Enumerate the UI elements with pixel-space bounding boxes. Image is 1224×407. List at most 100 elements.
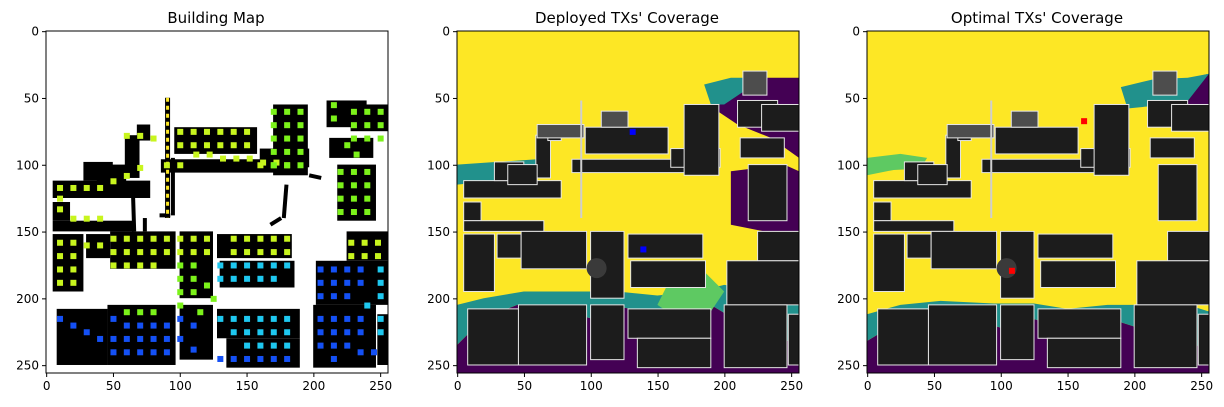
marker-point	[217, 315, 224, 322]
marker-point	[57, 266, 64, 273]
building	[584, 126, 669, 155]
marker-point	[244, 355, 251, 362]
building	[160, 159, 282, 173]
marker-point	[357, 349, 364, 356]
building	[726, 260, 799, 306]
marker-point	[330, 115, 337, 122]
building	[945, 134, 962, 179]
marker-point	[137, 164, 144, 171]
marker-point	[377, 329, 384, 336]
y-tick-label: 50	[845, 91, 860, 105]
building	[520, 230, 588, 270]
building	[1171, 103, 1209, 132]
x-tick-label: 100	[169, 379, 192, 393]
building	[1157, 164, 1198, 222]
panel-title: Optimal TXs' Coverage	[951, 9, 1123, 27]
building	[52, 220, 133, 232]
marker-point	[190, 235, 197, 242]
marker-point	[244, 275, 251, 282]
marker-point	[110, 262, 117, 269]
marker-point	[177, 162, 184, 169]
building	[517, 304, 588, 366]
building	[747, 164, 788, 222]
marker-point	[344, 329, 351, 336]
marker-point	[123, 262, 130, 269]
building	[1093, 103, 1130, 176]
building	[1000, 304, 1035, 361]
marker-point	[344, 342, 351, 349]
marker-point	[364, 195, 371, 202]
marker-point	[284, 342, 291, 349]
marker-point	[257, 355, 264, 362]
building	[873, 220, 955, 232]
coverage-region	[867, 153, 928, 176]
marker-point	[374, 239, 381, 246]
marker-point	[364, 182, 371, 189]
marker-point	[210, 295, 217, 302]
x-tick-label: 150	[236, 379, 259, 393]
marker-point	[244, 329, 251, 336]
marker-point	[297, 162, 304, 169]
marker-point	[364, 302, 371, 309]
marker-point	[57, 195, 64, 202]
marker-point	[217, 262, 224, 269]
round-structure	[586, 258, 607, 279]
marker-point	[193, 151, 200, 158]
x-tick-label: 50	[106, 379, 121, 393]
marker-point	[364, 135, 371, 142]
building	[1197, 313, 1209, 366]
building	[873, 233, 905, 293]
marker-point	[348, 253, 355, 260]
marker-point	[330, 293, 337, 300]
building	[1037, 308, 1122, 339]
y-tick-label: 50	[435, 91, 450, 105]
marker-point	[97, 242, 104, 249]
marker-point	[284, 148, 291, 155]
marker-point	[317, 342, 324, 349]
marker-point	[203, 128, 210, 135]
plot-frame	[866, 30, 1210, 374]
marker-point	[337, 195, 344, 202]
x-tick-label: 250	[369, 379, 392, 393]
y-tick-label: 100	[427, 158, 450, 172]
building	[96, 164, 127, 185]
marker-point	[177, 249, 184, 256]
marker-point	[244, 235, 251, 242]
marker-point	[244, 342, 251, 349]
marker-point	[377, 135, 384, 142]
marker-point	[83, 184, 90, 191]
marker-point	[377, 122, 384, 129]
building	[467, 308, 519, 366]
y-tick-label: 0	[852, 25, 860, 39]
marker-point	[97, 215, 104, 222]
marker-point	[203, 249, 210, 256]
marker-point	[377, 315, 384, 322]
marker-point	[163, 249, 170, 256]
y-tick-label: 100	[837, 158, 860, 172]
building	[787, 313, 799, 366]
marker-point	[230, 275, 237, 282]
marker-point	[377, 108, 384, 115]
marker-point	[197, 309, 204, 316]
building	[630, 260, 706, 288]
y-tick-label: 150	[427, 225, 450, 239]
marker-point	[83, 215, 90, 222]
marker-point	[270, 235, 277, 242]
panel-title: Building Map	[167, 9, 264, 27]
marker-point	[246, 155, 253, 162]
marker-point	[177, 289, 184, 296]
marker-point	[270, 329, 277, 336]
marker-point	[364, 209, 371, 216]
marker-point	[57, 279, 64, 286]
wall	[308, 173, 322, 180]
marker-point	[137, 349, 144, 356]
building	[463, 233, 495, 293]
building	[463, 220, 545, 232]
marker-point	[190, 249, 197, 256]
x-tick-label: 250	[780, 379, 803, 393]
marker-point	[57, 206, 64, 213]
building	[683, 103, 720, 176]
marker-point	[70, 322, 77, 329]
marker-point	[190, 275, 197, 282]
x-tick-label: 0	[454, 379, 462, 393]
